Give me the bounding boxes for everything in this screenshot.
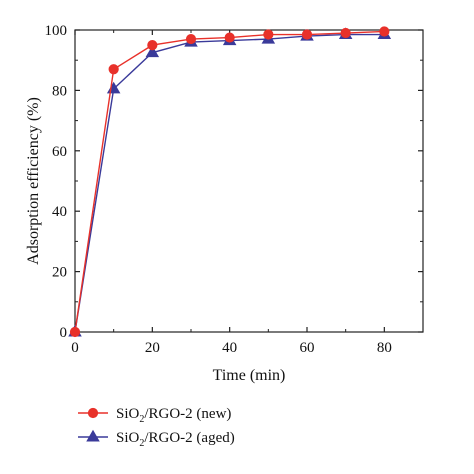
series-new — [69, 26, 390, 338]
series-line — [74, 30, 385, 333]
y-tick-label: 0 — [60, 325, 68, 341]
legend-label: SiO2/RGO-2 (aged) — [116, 430, 235, 449]
series-aged — [68, 27, 392, 337]
data-point — [301, 29, 313, 40]
data-point — [224, 32, 235, 43]
legend-label-rest: /RGO-2 (new) — [144, 406, 231, 422]
series-line — [74, 33, 385, 333]
data-point — [145, 45, 160, 58]
x-tick-label: 60 — [300, 340, 315, 356]
data-point — [379, 26, 390, 37]
data-point — [340, 27, 351, 39]
legend-marker — [86, 429, 100, 442]
data-series — [68, 26, 392, 338]
x-tick-label: 40 — [222, 340, 237, 356]
axis-titles: Time (min) Adsorption efficiency (%) — [25, 97, 285, 384]
legend: SiO2/RGO-2 (new)SiO2/RGO-2 (aged) — [78, 406, 235, 449]
data-point — [108, 64, 119, 75]
y-axis-title: Adsorption efficiency (%) — [25, 97, 42, 265]
data-point — [147, 40, 158, 51]
legend-label-subscript: 2 — [139, 438, 144, 449]
x-axis-title: Time (min) — [213, 367, 286, 384]
x-tick-label: 20 — [145, 340, 160, 356]
y-tick-label: 60 — [52, 144, 67, 160]
x-tick-label: 80 — [377, 340, 392, 356]
legend-entry: SiO2/RGO-2 (new) — [78, 406, 231, 425]
data-point — [263, 29, 274, 40]
legend-label-subscript: 2 — [139, 414, 144, 425]
x-tick-label: 0 — [71, 340, 79, 356]
legend-marker — [87, 407, 99, 419]
legend-label-base: SiO — [116, 406, 140, 422]
y-tick-label: 80 — [52, 83, 67, 99]
legend-entry: SiO2/RGO-2 (aged) — [78, 429, 235, 449]
legend-label: SiO2/RGO-2 (new) — [116, 406, 231, 425]
legend-label-rest: /RGO-2 (aged) — [144, 430, 234, 446]
y-tick-label: 20 — [52, 265, 67, 281]
data-point — [69, 326, 81, 338]
y-tick-label: 40 — [52, 204, 67, 220]
tick-labels: 0 20 40 60 80 100 0 20 40 60 80 — [45, 23, 392, 356]
data-point — [185, 33, 197, 45]
legend-label-base: SiO — [116, 430, 140, 446]
y-tick-label: 100 — [45, 23, 68, 39]
